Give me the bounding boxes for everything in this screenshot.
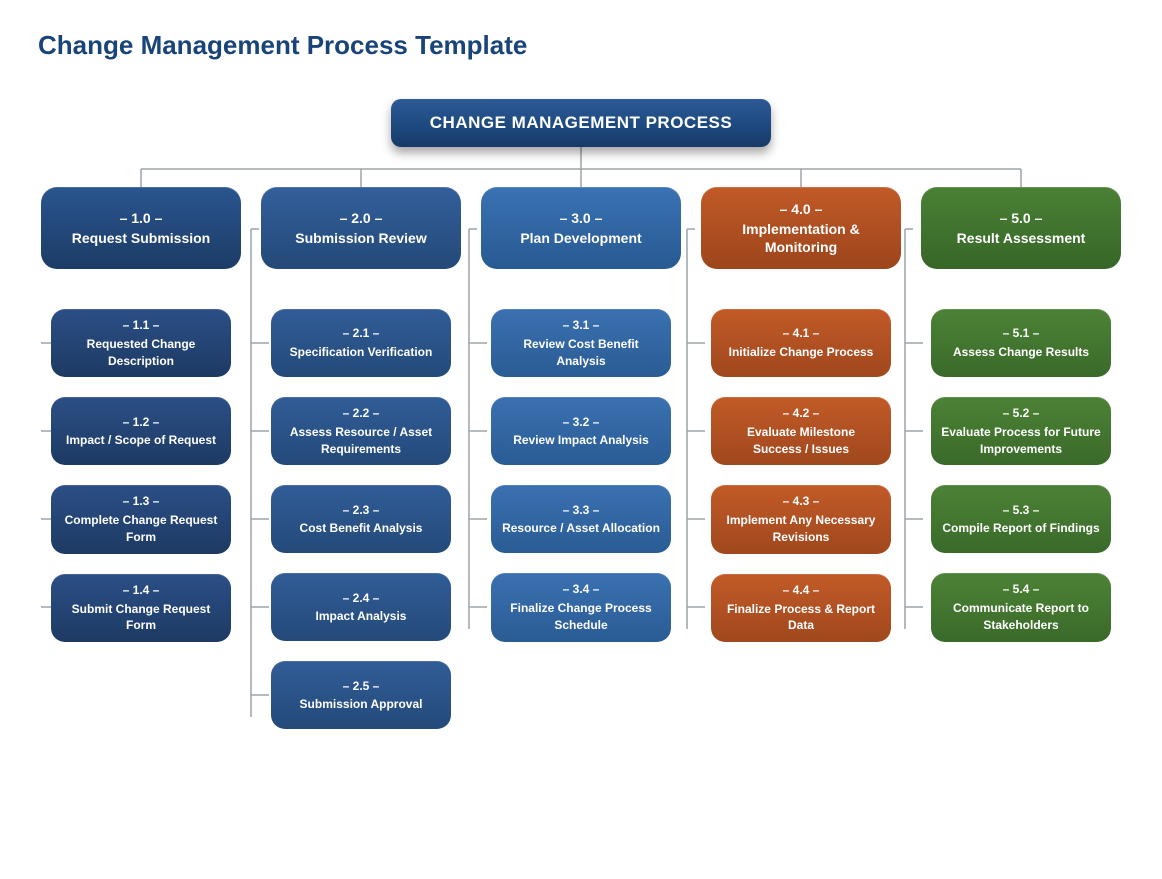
sub-label: Evaluate Milestone Success / Issues xyxy=(721,424,881,458)
sub-num: – 5.1 – xyxy=(1003,325,1040,342)
sub-node-2-3: – 2.3 – Cost Benefit Analysis xyxy=(271,485,451,553)
sub-node-4-4: – 4.4 – Finalize Process & Report Data xyxy=(711,574,891,642)
column-5: – 5.0 – Result Assessment – 5.1 – Assess… xyxy=(921,187,1121,749)
process-diagram: CHANGE MANAGEMENT PROCESS – 1.0 – Reques… xyxy=(41,99,1121,749)
sub-node-1-3: – 1.3 – Complete Change Request Form xyxy=(51,485,231,553)
sub-label: Impact Analysis xyxy=(316,608,407,625)
sub-label: Submit Change Request Form xyxy=(61,601,221,635)
sub-num: – 3.3 – xyxy=(563,502,600,519)
sub-label: Initialize Change Process xyxy=(729,344,874,361)
sub-num: – 2.1 – xyxy=(343,325,380,342)
column-container: – 1.0 – Request Submission – 1.1 – Reque… xyxy=(41,187,1121,749)
phase-node-4: – 4.0 – Implementation & Monitoring xyxy=(701,187,901,269)
sub-node-3-3: – 3.3 – Resource / Asset Allocation xyxy=(491,485,671,553)
phase-label: Implementation & Monitoring xyxy=(709,220,893,256)
sub-label: Submission Approval xyxy=(300,696,423,713)
sub-label: Cost Benefit Analysis xyxy=(300,520,423,537)
sub-num: – 5.4 – xyxy=(1003,581,1040,598)
sub-node-1-4: – 1.4 – Submit Change Request Form xyxy=(51,574,231,642)
sub-node-5-3: – 5.3 – Compile Report of Findings xyxy=(931,485,1111,553)
sub-label: Requested Change Description xyxy=(61,336,221,370)
phase-num: – 3.0 – xyxy=(560,209,603,227)
sub-num: – 2.5 – xyxy=(343,678,380,695)
sub-node-2-2: – 2.2 – Assess Resource / Asset Requirem… xyxy=(271,397,451,465)
sub-node-4-2: – 4.2 – Evaluate Milestone Success / Iss… xyxy=(711,397,891,465)
sub-label: Implement Any Necessary Revisions xyxy=(721,512,881,546)
phase-label: Request Submission xyxy=(72,229,210,247)
sub-node-5-1: – 5.1 – Assess Change Results xyxy=(931,309,1111,377)
sub-node-1-1: – 1.1 – Requested Change Description xyxy=(51,309,231,377)
sub-label: Finalize Change Process Schedule xyxy=(501,600,661,634)
sub-node-5-2: – 5.2 – Evaluate Process for Future Impr… xyxy=(931,397,1111,465)
phase-node-1: – 1.0 – Request Submission xyxy=(41,187,241,269)
sub-num: – 3.2 – xyxy=(563,414,600,431)
sub-num: – 1.2 – xyxy=(123,414,160,431)
sub-node-2-4: – 2.4 – Impact Analysis xyxy=(271,573,451,641)
sub-num: – 1.3 – xyxy=(123,493,160,510)
sub-label: Finalize Process & Report Data xyxy=(721,601,881,635)
sub-num: – 1.1 – xyxy=(123,317,160,334)
sub-label: Assess Change Results xyxy=(953,344,1089,361)
sub-label: Review Impact Analysis xyxy=(513,432,649,449)
sub-num: – 2.3 – xyxy=(343,502,380,519)
root-node: CHANGE MANAGEMENT PROCESS xyxy=(391,99,771,147)
sub-num: – 1.4 – xyxy=(123,582,160,599)
root-label: CHANGE MANAGEMENT PROCESS xyxy=(430,113,732,132)
phase-label: Plan Development xyxy=(520,229,641,247)
sub-num: – 4.1 – xyxy=(783,325,820,342)
sub-num: – 3.1 – xyxy=(563,317,600,334)
sub-node-3-1: – 3.1 – Review Cost Benefit Analysis xyxy=(491,309,671,377)
phase-label: Submission Review xyxy=(295,229,426,247)
sub-label: Assess Resource / Asset Requirements xyxy=(281,424,441,458)
sub-label: Specification Verification xyxy=(290,344,433,361)
sub-label: Resource / Asset Allocation xyxy=(502,520,660,537)
column-4: – 4.0 – Implementation & Monitoring – 4.… xyxy=(701,187,901,749)
phase-num: – 2.0 – xyxy=(340,209,383,227)
sub-label: Compile Report of Findings xyxy=(942,520,1099,537)
column-1: – 1.0 – Request Submission – 1.1 – Reque… xyxy=(41,187,241,749)
page-title: Change Management Process Template xyxy=(38,30,1124,61)
column-3: – 3.0 – Plan Development – 3.1 – Review … xyxy=(481,187,681,749)
phase-num: – 5.0 – xyxy=(1000,209,1043,227)
phase-label: Result Assessment xyxy=(957,229,1086,247)
sub-num: – 4.4 – xyxy=(783,582,820,599)
phase-num: – 4.0 – xyxy=(780,200,823,218)
sub-num: – 2.2 – xyxy=(343,405,380,422)
sub-label: Complete Change Request Form xyxy=(61,512,221,546)
sub-num: – 4.2 – xyxy=(783,405,820,422)
sub-node-4-1: – 4.1 – Initialize Change Process xyxy=(711,309,891,377)
sub-label: Evaluate Process for Future Improvements xyxy=(941,424,1101,458)
sub-label: Review Cost Benefit Analysis xyxy=(501,336,661,370)
phase-node-2: – 2.0 – Submission Review xyxy=(261,187,461,269)
sub-node-2-5: – 2.5 – Submission Approval xyxy=(271,661,451,729)
sub-node-3-2: – 3.2 – Review Impact Analysis xyxy=(491,397,671,465)
sub-num: – 2.4 – xyxy=(343,590,380,607)
sub-node-5-4: – 5.4 – Communicate Report to Stakeholde… xyxy=(931,573,1111,641)
phase-node-5: – 5.0 – Result Assessment xyxy=(921,187,1121,269)
sub-label: Communicate Report to Stakeholders xyxy=(941,600,1101,634)
sub-node-1-2: – 1.2 – Impact / Scope of Request xyxy=(51,397,231,465)
sub-label: Impact / Scope of Request xyxy=(66,432,216,449)
sub-node-4-3: – 4.3 – Implement Any Necessary Revision… xyxy=(711,485,891,553)
phase-num: – 1.0 – xyxy=(120,209,163,227)
sub-num: – 4.3 – xyxy=(783,493,820,510)
sub-num: – 3.4 – xyxy=(563,581,600,598)
sub-num: – 5.3 – xyxy=(1003,502,1040,519)
sub-num: – 5.2 – xyxy=(1003,405,1040,422)
column-2: – 2.0 – Submission Review – 2.1 – Specif… xyxy=(261,187,461,749)
phase-node-3: – 3.0 – Plan Development xyxy=(481,187,681,269)
sub-node-2-1: – 2.1 – Specification Verification xyxy=(271,309,451,377)
sub-node-3-4: – 3.4 – Finalize Change Process Schedule xyxy=(491,573,671,641)
